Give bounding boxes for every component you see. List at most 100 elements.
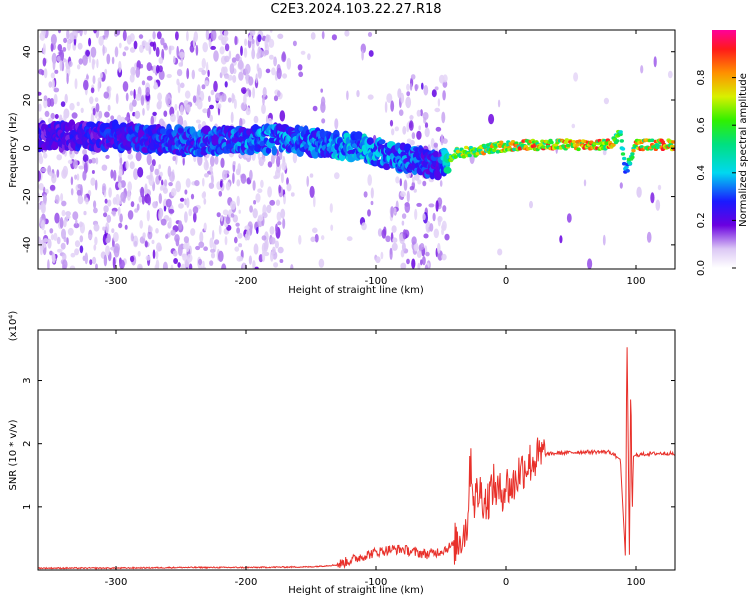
heatmap-noise-blob (655, 199, 661, 211)
heatmap-noise-blob (173, 55, 176, 64)
colorbar (712, 30, 736, 268)
heatmap-noise-blob (190, 193, 195, 200)
heatmap-noise-blob (361, 222, 367, 231)
heatmap-noise-blob (220, 157, 225, 168)
heatmap-noise-blob (277, 246, 284, 254)
heatmap-noise-blob (441, 228, 445, 236)
heatmap-noise-blob (138, 34, 144, 39)
heatmap-noise-blob (245, 72, 249, 85)
heatmap-noise-blob (401, 242, 406, 252)
heatmap-noise-blob (154, 82, 158, 90)
heatmap-noise-blob (103, 91, 110, 99)
heatmap-noise-blob (222, 209, 229, 216)
heatmap-noise-blob (202, 177, 205, 187)
heatmap-noise-blob (312, 227, 318, 234)
heatmap-noise-blob (176, 110, 179, 120)
heatmap-noise-blob (286, 177, 289, 186)
heatmap-noise-blob (242, 262, 246, 269)
heatmap-noise-blob (255, 226, 259, 235)
heatmap-noise-blob (125, 92, 129, 102)
heatmap-noise-blob (43, 230, 47, 235)
heatmap-noise-blob (111, 56, 115, 65)
heatmap-noise-blob (442, 138, 448, 144)
heatmap-noise-blob (127, 210, 134, 220)
heatmap-noise-blob (112, 197, 117, 205)
heatmap-noise-blob (251, 48, 256, 60)
heatmap-noise-blob (411, 258, 416, 269)
heatmap-noise-blob (266, 204, 272, 214)
heatmap-noise-blob (419, 243, 425, 250)
heatmap-noise-blob (587, 258, 593, 269)
heatmap-noise-blob (38, 91, 42, 96)
heatmap-noise-blob (237, 59, 244, 70)
heatmap-noise-blob (107, 199, 112, 207)
heatmap-noise-blob (260, 157, 266, 163)
heatmap-ridge-blob (576, 147, 581, 152)
heatmap-noise-blob (211, 175, 214, 185)
heatmap-noise-blob (188, 263, 193, 269)
heatmap-noise-blob (370, 200, 374, 206)
heatmap-ridge-blob (481, 151, 486, 156)
heatmap-y-tick-label: 40 (22, 45, 33, 58)
heatmap-noise-blob (192, 206, 199, 214)
heatmap-noise-blob (400, 262, 407, 269)
heatmap-noise-blob (105, 237, 110, 244)
heatmap-noise-blob (42, 194, 47, 204)
heatmap-noise-blob (344, 30, 350, 37)
heatmap-noise-blob (145, 42, 150, 51)
heatmap-noise-blob (56, 154, 62, 161)
heatmap-noise-blob (198, 241, 205, 248)
heatmap-noise-blob (196, 84, 201, 96)
heatmap-noise-blob (209, 237, 214, 249)
heatmap-noise-blob (282, 218, 286, 230)
heatmap-noise-blob (53, 87, 60, 93)
heatmap-noise-blob (127, 181, 132, 192)
heatmap-noise-blob (162, 187, 168, 194)
heatmap-ridge-blob (467, 153, 472, 158)
heatmap-noise-blob (146, 75, 153, 81)
heatmap-noise-blob (274, 240, 279, 249)
heatmap-noise-blob (391, 128, 395, 136)
heatmap-noise-blob (188, 208, 192, 217)
heatmap-noise-blob (290, 192, 295, 197)
heatmap-noise-blob (273, 95, 279, 102)
heatmap-noise-blob (203, 160, 209, 171)
heatmap-noise-blob (218, 190, 223, 197)
heatmap-noise-blob (406, 91, 411, 97)
heatmap-noise-blob (442, 90, 446, 101)
heatmap-noise-blob (444, 233, 450, 241)
heatmap-noise-blob (61, 200, 67, 207)
heatmap-noise-blob (103, 254, 108, 267)
heatmap-noise-blob (184, 189, 188, 195)
heatmap-noise-blob (74, 240, 81, 248)
heatmap-ridge-blob (589, 140, 594, 144)
heatmap-noise-blob (422, 112, 429, 120)
heatmap-noise-blob (231, 92, 235, 104)
heatmap-noise-blob (144, 240, 148, 248)
heatmap-noise-blob (391, 242, 398, 251)
heatmap-noise-blob (74, 78, 78, 90)
heatmap-noise-blob (249, 169, 253, 181)
heatmap-noise-blob (95, 157, 99, 165)
heatmap-noise-blob (233, 98, 237, 110)
heatmap-noise-blob (238, 71, 244, 81)
heatmap-noise-blob (200, 266, 207, 269)
heatmap-noise-blob (63, 112, 67, 121)
heatmap-noise-blob (50, 34, 57, 45)
heatmap-noise-blob (93, 244, 97, 251)
heatmap-noise-blob (437, 98, 441, 107)
heatmap-noise-blob (318, 258, 325, 268)
heatmap-noise-blob (255, 73, 258, 84)
heatmap-noise-blob (130, 232, 134, 242)
heatmap-noise-blob (222, 169, 228, 181)
heatmap-noise-blob (400, 92, 405, 104)
heatmap-noise-blob (268, 38, 275, 49)
heatmap-noise-blob (156, 242, 162, 252)
heatmap-noise-blob (101, 183, 107, 193)
heatmap-noise-blob (262, 87, 267, 97)
heatmap-noise-blob (667, 70, 673, 79)
heatmap-noise-blob (441, 253, 447, 261)
heatmap-noise-blob (111, 228, 115, 234)
heatmap-noise-blob (60, 242, 66, 250)
heatmap-noise-blob (497, 248, 503, 256)
